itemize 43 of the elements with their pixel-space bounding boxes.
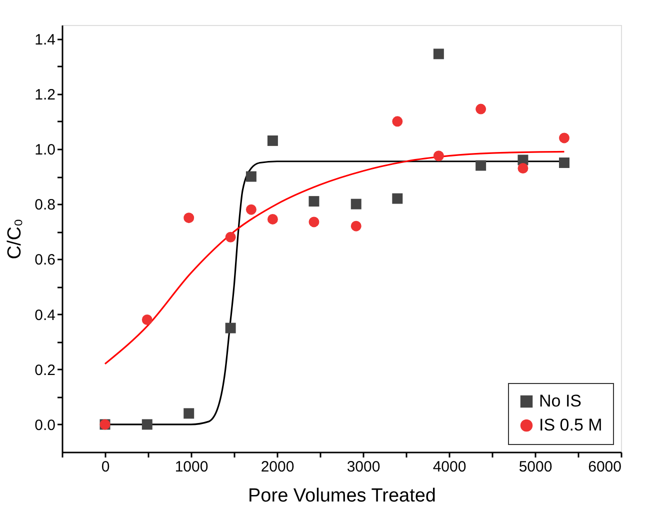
legend-label: IS 0.5 M (539, 416, 602, 434)
y-tick-label: 0.0 (34, 416, 56, 434)
x-tick-label: 4000 (432, 458, 466, 476)
point (433, 48, 444, 60)
point (142, 314, 152, 325)
point (246, 204, 256, 215)
point (142, 419, 152, 430)
x-tick-label: 1000 (174, 458, 208, 476)
y-tick-label: 1.0 (34, 141, 56, 158)
point (308, 196, 320, 207)
y-tick-label: 0.2 (34, 362, 56, 379)
point (184, 212, 194, 224)
point (558, 158, 570, 168)
point (558, 132, 570, 144)
point (267, 135, 278, 146)
point (246, 171, 256, 182)
point (350, 220, 362, 232)
point (267, 214, 278, 224)
y-tick-label: 1.4 (34, 31, 56, 48)
y-tick-label: 0.6 (34, 252, 56, 269)
point (433, 150, 444, 162)
point (308, 216, 320, 228)
line-series (104, 150, 566, 365)
y-tick-label: 0.8 (34, 196, 56, 214)
x-tick-label: 6000 (588, 458, 622, 476)
y-axis-title: C/C₀ (4, 218, 26, 260)
x-tick-label: 5000 (518, 458, 552, 476)
point (225, 232, 236, 242)
legend-label: No IS (539, 392, 582, 410)
point (476, 104, 486, 114)
point (350, 198, 362, 210)
point (392, 116, 403, 127)
point (184, 408, 194, 419)
x-tick-label: 2000 (260, 458, 294, 476)
x-tick-label: 0 (101, 458, 110, 476)
x-tick-label: 3000 (346, 458, 380, 476)
point (518, 163, 528, 174)
y-tick-label: 1.2 (34, 86, 56, 104)
y-tick-label: 0.4 (34, 306, 56, 324)
point (225, 322, 236, 334)
point (392, 193, 403, 204)
x-axis-title: Pore Volumes Treated (248, 486, 436, 506)
point (476, 160, 486, 171)
